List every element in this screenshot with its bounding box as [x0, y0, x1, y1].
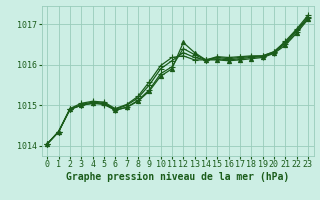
- X-axis label: Graphe pression niveau de la mer (hPa): Graphe pression niveau de la mer (hPa): [66, 172, 289, 182]
